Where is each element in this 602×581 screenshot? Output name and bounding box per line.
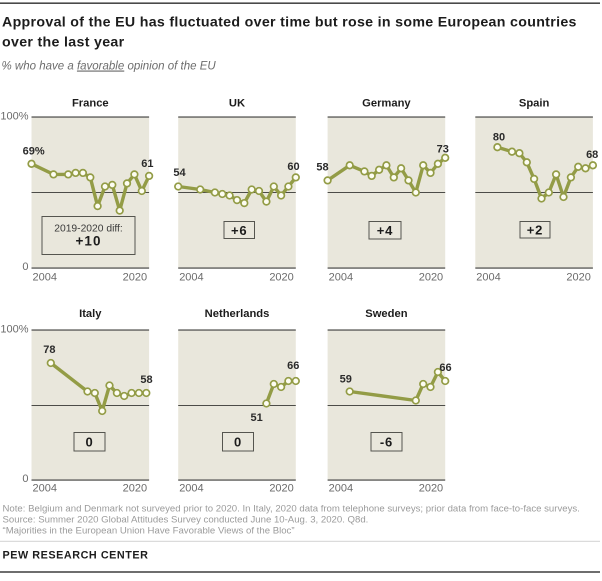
svg-text:“Majorities in the European Un: “Majorities in the European Union Have F…: [3, 526, 295, 537]
svg-text:2020: 2020: [566, 272, 590, 284]
svg-text:Germany: Germany: [362, 98, 411, 110]
svg-text:80: 80: [493, 132, 505, 144]
svg-text:100%: 100%: [0, 323, 28, 335]
svg-text:+10: +10: [76, 233, 102, 248]
svg-text:0: 0: [85, 435, 93, 450]
svg-text:54: 54: [173, 167, 186, 179]
svg-text:0: 0: [22, 261, 28, 273]
svg-text:0: 0: [234, 435, 242, 450]
svg-text:Note: Belgium and Denmark not: Note: Belgium and Denmark not surveyed p…: [3, 504, 580, 515]
svg-text:58: 58: [140, 374, 152, 386]
svg-text:66: 66: [287, 360, 299, 372]
svg-text:2004: 2004: [179, 483, 203, 495]
svg-text:2020: 2020: [269, 483, 293, 495]
svg-text:59: 59: [340, 374, 352, 386]
svg-text:% who have a favorable opinion: % who have a favorable opinion of the EU: [2, 61, 217, 73]
svg-text:2004: 2004: [329, 272, 353, 284]
svg-text:Spain: Spain: [519, 98, 550, 110]
svg-text:73: 73: [437, 143, 449, 155]
svg-text:51: 51: [250, 412, 262, 424]
svg-text:2004: 2004: [179, 272, 203, 284]
svg-text:66: 66: [439, 362, 451, 374]
svg-text:+2: +2: [527, 223, 543, 238]
svg-text:2004: 2004: [33, 272, 57, 284]
svg-text:2020: 2020: [419, 272, 443, 284]
svg-text:Source: Summer 2020 Global Att: Source: Summer 2020 Global Attitudes Sur…: [3, 515, 369, 526]
svg-text:-6: -6: [380, 435, 393, 450]
svg-text:Sweden: Sweden: [365, 308, 407, 320]
svg-text:France: France: [72, 98, 109, 110]
svg-text:68: 68: [586, 149, 598, 161]
svg-text:58: 58: [316, 162, 328, 174]
svg-text:61: 61: [141, 158, 153, 170]
svg-text:Italy: Italy: [79, 308, 102, 320]
svg-text:UK: UK: [229, 98, 245, 110]
svg-text:100%: 100%: [0, 110, 28, 122]
svg-text:2020: 2020: [123, 483, 147, 495]
svg-text:over the last year: over the last year: [2, 35, 125, 51]
svg-text:60: 60: [287, 161, 299, 173]
svg-text:+6: +6: [231, 223, 247, 238]
svg-text:2020: 2020: [123, 272, 147, 284]
svg-text:PEW RESEARCH CENTER: PEW RESEARCH CENTER: [3, 550, 149, 562]
svg-text:78: 78: [43, 344, 55, 356]
svg-text:2004: 2004: [329, 483, 353, 495]
svg-text:2020: 2020: [269, 272, 293, 284]
svg-text:Approval of the EU has fluctua: Approval of the EU has fluctuated over t…: [2, 15, 577, 31]
svg-text:69%: 69%: [23, 146, 45, 158]
svg-text:2020: 2020: [419, 483, 443, 495]
svg-text:2004: 2004: [33, 483, 57, 495]
svg-text:2019-2020 diff:: 2019-2020 diff:: [54, 224, 123, 235]
svg-text:+4: +4: [377, 223, 393, 238]
svg-text:Netherlands: Netherlands: [205, 308, 270, 320]
svg-text:0: 0: [22, 473, 28, 485]
svg-text:2004: 2004: [476, 272, 500, 284]
